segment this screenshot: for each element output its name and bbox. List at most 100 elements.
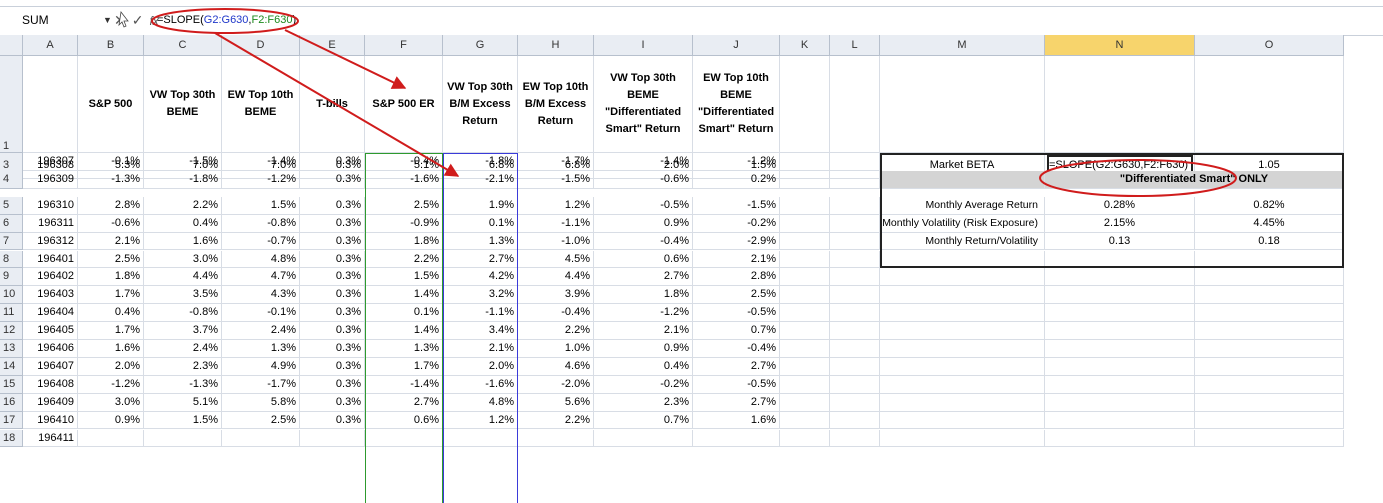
stats-row-vw-value[interactable]: 0.28%	[1045, 196, 1195, 215]
cell-empty[interactable]	[1045, 340, 1195, 358]
cell-a16[interactable]: 196409	[23, 393, 78, 412]
row-header-16[interactable]: 16	[0, 393, 23, 412]
cell-b6[interactable]: -0.6%	[78, 214, 144, 233]
stats-row-label[interactable]: Monthly Volatility (Risk Exposure)	[880, 214, 1045, 233]
cell-b3[interactable]: 5.3%	[78, 153, 144, 179]
cell-b11[interactable]: 0.4%	[78, 304, 144, 323]
cell-a8[interactable]: 196401	[23, 250, 78, 269]
worksheet-grid[interactable]: ABCDEFGHIJKLMNO1234567891011121314151617…	[0, 35, 1383, 503]
cell-empty[interactable]	[780, 170, 830, 189]
cell-i8[interactable]: 0.6%	[594, 250, 693, 269]
cell-empty[interactable]	[1045, 375, 1195, 394]
cell-empty[interactable]	[1195, 411, 1344, 430]
cell-g17[interactable]: 1.2%	[443, 411, 518, 430]
cell-g5[interactable]: 1.9%	[443, 196, 518, 215]
cell-d17[interactable]: 2.5%	[222, 411, 300, 430]
cell-b5[interactable]: 2.8%	[78, 196, 144, 215]
row-header-18[interactable]: 18	[0, 429, 23, 448]
cell-g9[interactable]: 4.2%	[443, 268, 518, 287]
cell-b14[interactable]: 2.0%	[78, 357, 144, 376]
cell-c17[interactable]: 1.5%	[144, 411, 222, 430]
cell-j5[interactable]: -1.5%	[693, 196, 780, 215]
cell-empty[interactable]	[880, 375, 1045, 394]
cell-empty[interactable]	[880, 322, 1045, 340]
cell-f13[interactable]: 1.3%	[365, 340, 443, 358]
cell-f4[interactable]: -1.6%	[365, 170, 443, 189]
cell-g6[interactable]: 0.1%	[443, 214, 518, 233]
cell-empty[interactable]	[880, 268, 1045, 287]
cell-f17[interactable]: 0.6%	[365, 411, 443, 430]
cell-c12[interactable]: 3.7%	[144, 322, 222, 340]
cell-e16[interactable]: 0.3%	[300, 393, 365, 412]
cell-empty[interactable]	[830, 196, 880, 215]
column-header-d[interactable]: D	[222, 35, 300, 56]
cell-empty[interactable]	[830, 214, 880, 233]
cell-empty[interactable]	[830, 268, 880, 287]
cell-j9[interactable]: 2.8%	[693, 268, 780, 287]
cell-e13[interactable]: 0.3%	[300, 340, 365, 358]
cell-empty[interactable]	[1195, 429, 1344, 448]
cell-empty[interactable]	[1195, 375, 1344, 394]
cell-b17[interactable]: 0.9%	[78, 411, 144, 430]
row-header-5[interactable]: 5	[0, 196, 23, 215]
cell-h7[interactable]: -1.0%	[518, 232, 594, 251]
cell-j12[interactable]: 0.7%	[693, 322, 780, 340]
cell-h12[interactable]: 2.2%	[518, 322, 594, 340]
column-header-m[interactable]: M	[880, 35, 1045, 56]
cell-d7[interactable]: -0.7%	[222, 232, 300, 251]
cell-e12[interactable]: 0.3%	[300, 322, 365, 340]
cell-b8[interactable]: 2.5%	[78, 250, 144, 269]
select-all-corner[interactable]	[0, 35, 23, 56]
cell-empty[interactable]	[830, 250, 880, 269]
cell-empty[interactable]	[1045, 56, 1195, 153]
cell-a13[interactable]: 196406	[23, 340, 78, 358]
cell-d4[interactable]: -1.2%	[222, 170, 300, 189]
cell-f12[interactable]: 1.4%	[365, 322, 443, 340]
cell-empty[interactable]	[830, 375, 880, 394]
row-header-4[interactable]: 4	[0, 170, 23, 189]
cell-i11[interactable]: -1.2%	[594, 304, 693, 323]
formula-input[interactable]: =SLOPE(G2:G630,F2:F630)	[157, 12, 296, 28]
cell-i17[interactable]: 0.7%	[594, 411, 693, 430]
cell-empty[interactable]	[780, 357, 830, 376]
cell-h10[interactable]: 3.9%	[518, 286, 594, 305]
cell-a9[interactable]: 196402	[23, 268, 78, 287]
cell-h15[interactable]: -2.0%	[518, 375, 594, 394]
cell-i7[interactable]: -0.4%	[594, 232, 693, 251]
cell-c6[interactable]: 0.4%	[144, 214, 222, 233]
stats-row-ew-value[interactable]: 0.18	[1195, 232, 1344, 251]
cell-e11[interactable]: 0.3%	[300, 304, 365, 323]
cell-i4[interactable]: -0.6%	[594, 170, 693, 189]
cell-j7[interactable]: -2.9%	[693, 232, 780, 251]
cell-h18[interactable]	[518, 429, 594, 448]
column-header-j[interactable]: J	[693, 35, 780, 56]
cell-empty[interactable]	[880, 393, 1045, 412]
cell-c7[interactable]: 1.6%	[144, 232, 222, 251]
cell-empty[interactable]	[780, 375, 830, 394]
cell-b10[interactable]: 1.7%	[78, 286, 144, 305]
cell-i15[interactable]: -0.2%	[594, 375, 693, 394]
cell-d5[interactable]: 1.5%	[222, 196, 300, 215]
stats-row-ew-value[interactable]: 0.82%	[1195, 196, 1344, 215]
cell-j10[interactable]: 2.5%	[693, 286, 780, 305]
cell-j11[interactable]: -0.5%	[693, 304, 780, 323]
row-header-8[interactable]: 8	[0, 250, 23, 269]
cell-j14[interactable]: 2.7%	[693, 357, 780, 376]
cell-empty[interactable]	[1045, 411, 1195, 430]
cell-d11[interactable]: -0.1%	[222, 304, 300, 323]
cell-empty[interactable]	[880, 56, 1045, 153]
cell-j4[interactable]: 0.2%	[693, 170, 780, 189]
cell-i18[interactable]	[594, 429, 693, 448]
cell-e18[interactable]	[300, 429, 365, 448]
cell-empty[interactable]	[1045, 286, 1195, 305]
cell-g13[interactable]: 2.1%	[443, 340, 518, 358]
cell-empty[interactable]	[880, 340, 1045, 358]
cell-e6[interactable]: 0.3%	[300, 214, 365, 233]
cell-j3[interactable]: 1.5%	[693, 153, 780, 179]
cell-empty[interactable]	[1045, 357, 1195, 376]
cell-c5[interactable]: 2.2%	[144, 196, 222, 215]
cell-empty[interactable]	[1195, 250, 1344, 269]
cell-j15[interactable]: -0.5%	[693, 375, 780, 394]
cell-f18[interactable]	[365, 429, 443, 448]
cell-f8[interactable]: 2.2%	[365, 250, 443, 269]
